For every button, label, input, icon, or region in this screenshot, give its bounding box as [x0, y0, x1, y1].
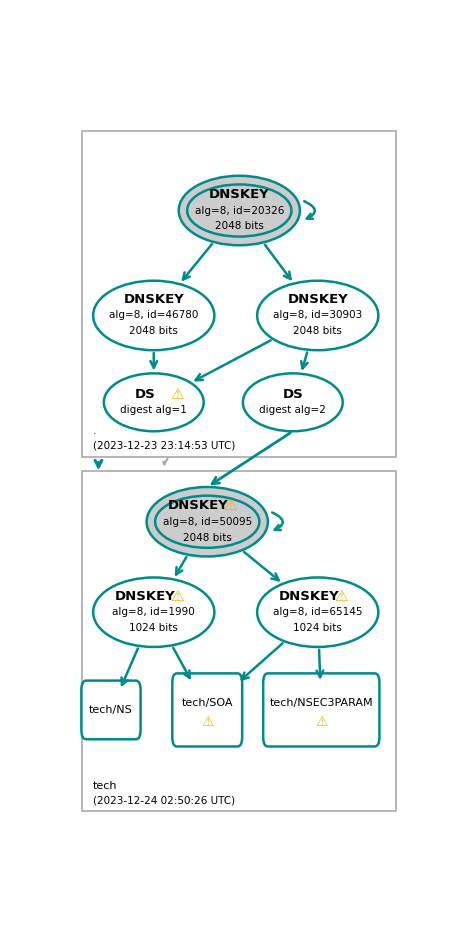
Text: DNSKEY: DNSKEY	[287, 293, 347, 306]
Ellipse shape	[146, 487, 267, 556]
Text: (2023-12-24 02:50:26 UTC): (2023-12-24 02:50:26 UTC)	[93, 795, 235, 806]
Ellipse shape	[257, 281, 378, 351]
Text: DNSKEY: DNSKEY	[168, 499, 228, 512]
Text: digest alg=2: digest alg=2	[259, 405, 325, 415]
Text: digest alg=1: digest alg=1	[120, 405, 187, 415]
Text: ⚠: ⚠	[170, 387, 183, 402]
Text: DS: DS	[282, 388, 302, 400]
Bar	[82, 131, 395, 457]
Text: tech: tech	[93, 781, 118, 791]
Ellipse shape	[178, 176, 299, 245]
Text: alg=8, id=65145: alg=8, id=65145	[272, 607, 362, 618]
Text: alg=8, id=1990: alg=8, id=1990	[112, 607, 195, 618]
Text: DNSKEY: DNSKEY	[123, 293, 184, 306]
Text: alg=8, id=50095: alg=8, id=50095	[162, 517, 252, 526]
Ellipse shape	[104, 373, 203, 431]
Text: 2048 bits: 2048 bits	[214, 222, 263, 231]
Text: .: .	[93, 426, 96, 436]
Ellipse shape	[93, 281, 214, 351]
Text: ⚠: ⚠	[223, 498, 237, 513]
Text: ⚠: ⚠	[333, 588, 347, 603]
Ellipse shape	[93, 577, 214, 647]
Bar	[82, 471, 395, 811]
Text: ⚠: ⚠	[314, 714, 327, 728]
Text: tech/NSEC3PARAM: tech/NSEC3PARAM	[269, 697, 372, 708]
Text: 2048 bits: 2048 bits	[293, 326, 341, 337]
Text: tech/SOA: tech/SOA	[181, 697, 232, 708]
FancyBboxPatch shape	[172, 673, 241, 746]
Text: alg=8, id=46780: alg=8, id=46780	[109, 310, 198, 321]
Text: DNSKEY: DNSKEY	[208, 188, 269, 201]
Text: ⚠: ⚠	[170, 588, 183, 603]
Text: 2048 bits: 2048 bits	[182, 533, 231, 542]
Text: 1024 bits: 1024 bits	[293, 623, 341, 634]
Text: 2048 bits: 2048 bits	[129, 326, 178, 337]
FancyArrowPatch shape	[272, 512, 282, 530]
Text: (2023-12-23 23:14:53 UTC): (2023-12-23 23:14:53 UTC)	[93, 441, 235, 451]
FancyBboxPatch shape	[263, 673, 379, 746]
Ellipse shape	[257, 577, 378, 647]
Text: DS: DS	[134, 388, 155, 400]
Text: alg=8, id=30903: alg=8, id=30903	[273, 310, 362, 321]
Text: 1024 bits: 1024 bits	[129, 623, 178, 634]
Text: tech/NS: tech/NS	[89, 705, 133, 715]
Ellipse shape	[242, 373, 342, 431]
FancyBboxPatch shape	[81, 681, 140, 739]
Text: ⚠: ⚠	[201, 714, 213, 728]
Text: alg=8, id=20326: alg=8, id=20326	[194, 206, 283, 215]
FancyArrowPatch shape	[303, 201, 314, 219]
Text: DNSKEY: DNSKEY	[278, 589, 338, 603]
Text: DNSKEY: DNSKEY	[114, 589, 175, 603]
